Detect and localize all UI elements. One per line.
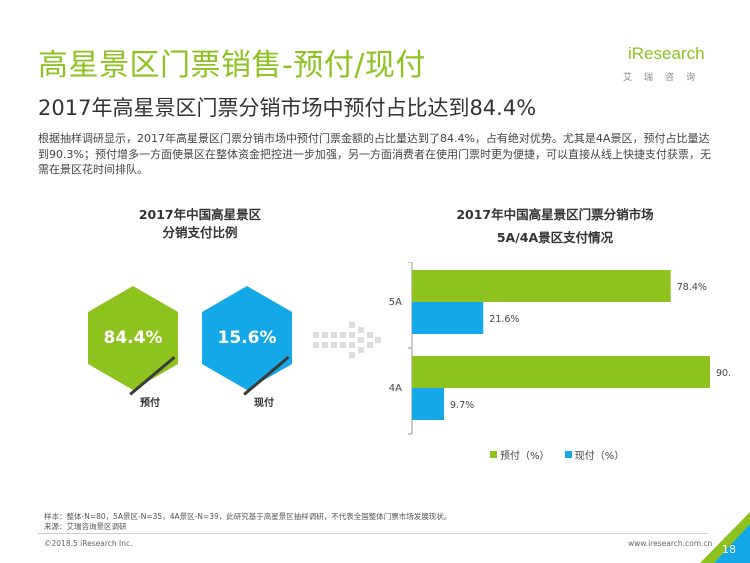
bar-onsite-5A [412, 302, 484, 334]
chart-legend: 预付（%） 现付（%） [490, 447, 636, 462]
arrow-decoration [313, 322, 381, 358]
copyright-text: ©2018.5 iResearch Inc. [44, 539, 133, 548]
source-note: 来源：艾瑞咨询景区调研 [44, 522, 127, 531]
legend-label-onsite: 现付（%） [574, 451, 625, 462]
logo-subtext: 艾瑞咨询 [623, 73, 708, 83]
legend-label-prepaid: 预付（%） [500, 451, 550, 462]
bar-prepaid-4A [412, 356, 710, 388]
right-chart-title-line1: 2017年中国高星景区门票分销市场 [456, 207, 654, 222]
left-chart-title-line1: 2017年中国高星景区 [138, 207, 262, 222]
corner-decoration [700, 512, 750, 563]
bar-value-label: 21.6% [489, 314, 519, 325]
bar-chart: 78.4% 21.6% 5A 90.3% 9.7% 4A [389, 262, 730, 435]
category-label-5A: 5A [389, 297, 402, 308]
page-title: 高星景区门票销售-预付/现付 [38, 48, 426, 83]
onsite-hexagon [202, 286, 292, 390]
prepaid-hexagon [88, 286, 178, 390]
iresearch-logo: iResearch 艾瑞咨询 [618, 44, 718, 84]
prepaid-value: 84.4% [103, 328, 163, 348]
page-subtitle: 2017年高星景区门票分销市场中预付占比达到84.4% [38, 96, 537, 120]
sample-note: 样本：整体-N=80，5A景区-N=35，4A景区-N=39，此研究基于高星景区… [44, 512, 452, 521]
onsite-value: 15.6% [217, 328, 277, 348]
page-number: 18 [722, 543, 736, 556]
category-label-4A: 4A [389, 383, 402, 394]
intro-paragraph: 根据抽样调研显示，2017年高星景区门票分销市场中预付门票金额的占比量达到了84… [38, 132, 711, 176]
prepaid-label: 预付 [140, 398, 160, 409]
bar-prepaid-5A [412, 270, 671, 302]
right-chart-title-line2: 5A/4A景区支付情况 [496, 230, 614, 245]
bar-onsite-4A [412, 388, 445, 420]
left-chart-title-line2: 分销支付比例 [162, 225, 238, 240]
website-text: www.iresearch.com.cn [628, 539, 713, 548]
bar-value-label: 78.4% [677, 282, 707, 293]
logo-text: iResearch [628, 44, 705, 63]
onsite-label: 现付 [254, 398, 274, 409]
legend-swatch-prepaid [490, 451, 497, 458]
bar-value-label: 90.3% [716, 368, 730, 379]
footer-divider [38, 533, 708, 534]
legend-swatch-onsite [564, 451, 572, 458]
bar-value-label: 9.7% [450, 400, 474, 411]
